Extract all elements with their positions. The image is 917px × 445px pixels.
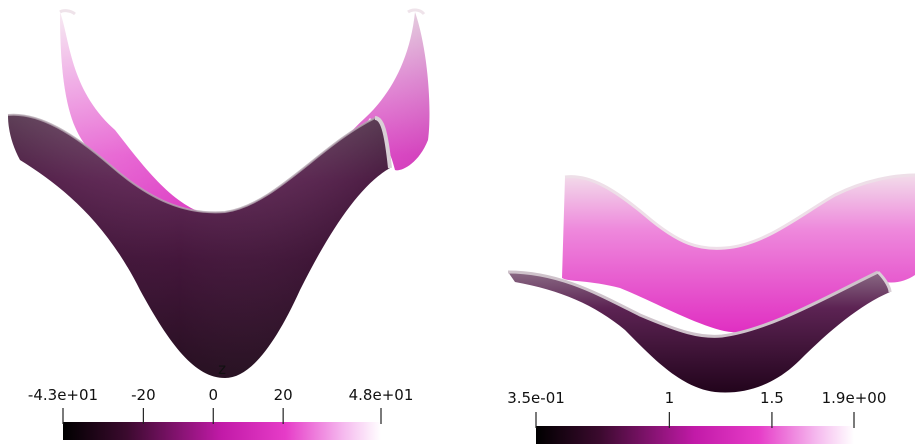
left-colorbar-ticks: -4.3e+01 -20 0 20 4.8e+01 <box>28 386 413 424</box>
left-colorbar-tick-label: -4.3e+01 <box>28 386 98 404</box>
right-surface-back <box>562 173 916 333</box>
left-surface-back <box>59 8 430 232</box>
right-colorbar-tick-label: 3.5e-01 <box>507 389 565 407</box>
right-colorbar-tick-label: 1.9e+00 <box>822 389 887 407</box>
left-plot-panel: -4.3e+01 -20 0 20 4.8e+01 z <box>7 8 430 440</box>
right-surface-front <box>507 270 892 393</box>
left-surface-front <box>7 113 392 378</box>
left-colorbar: -4.3e+01 -20 0 20 4.8e+01 z <box>28 360 413 440</box>
left-colorbar-tick-label: -20 <box>131 386 156 404</box>
left-colorbar-tick-label: 4.8e+01 <box>349 386 414 404</box>
right-colorbar-ticks: 3.5e-01 1 1.5 1.9e+00 <box>507 389 886 428</box>
left-colorbar-tick-label: 20 <box>274 386 293 404</box>
left-colorbar-title: z <box>218 360 226 378</box>
right-colorbar-tick-label: 1 <box>665 389 675 407</box>
right-colorbar-gradient <box>536 426 854 444</box>
right-colorbar: 3.5e-01 1 1.5 1.9e+00 <box>507 389 886 444</box>
right-colorbar-tick-label: 1.5 <box>760 389 784 407</box>
left-colorbar-tick-label: 0 <box>208 386 218 404</box>
right-plot-panel: 3.5e-01 1 1.5 1.9e+00 <box>507 173 916 444</box>
left-colorbar-gradient <box>63 422 381 440</box>
